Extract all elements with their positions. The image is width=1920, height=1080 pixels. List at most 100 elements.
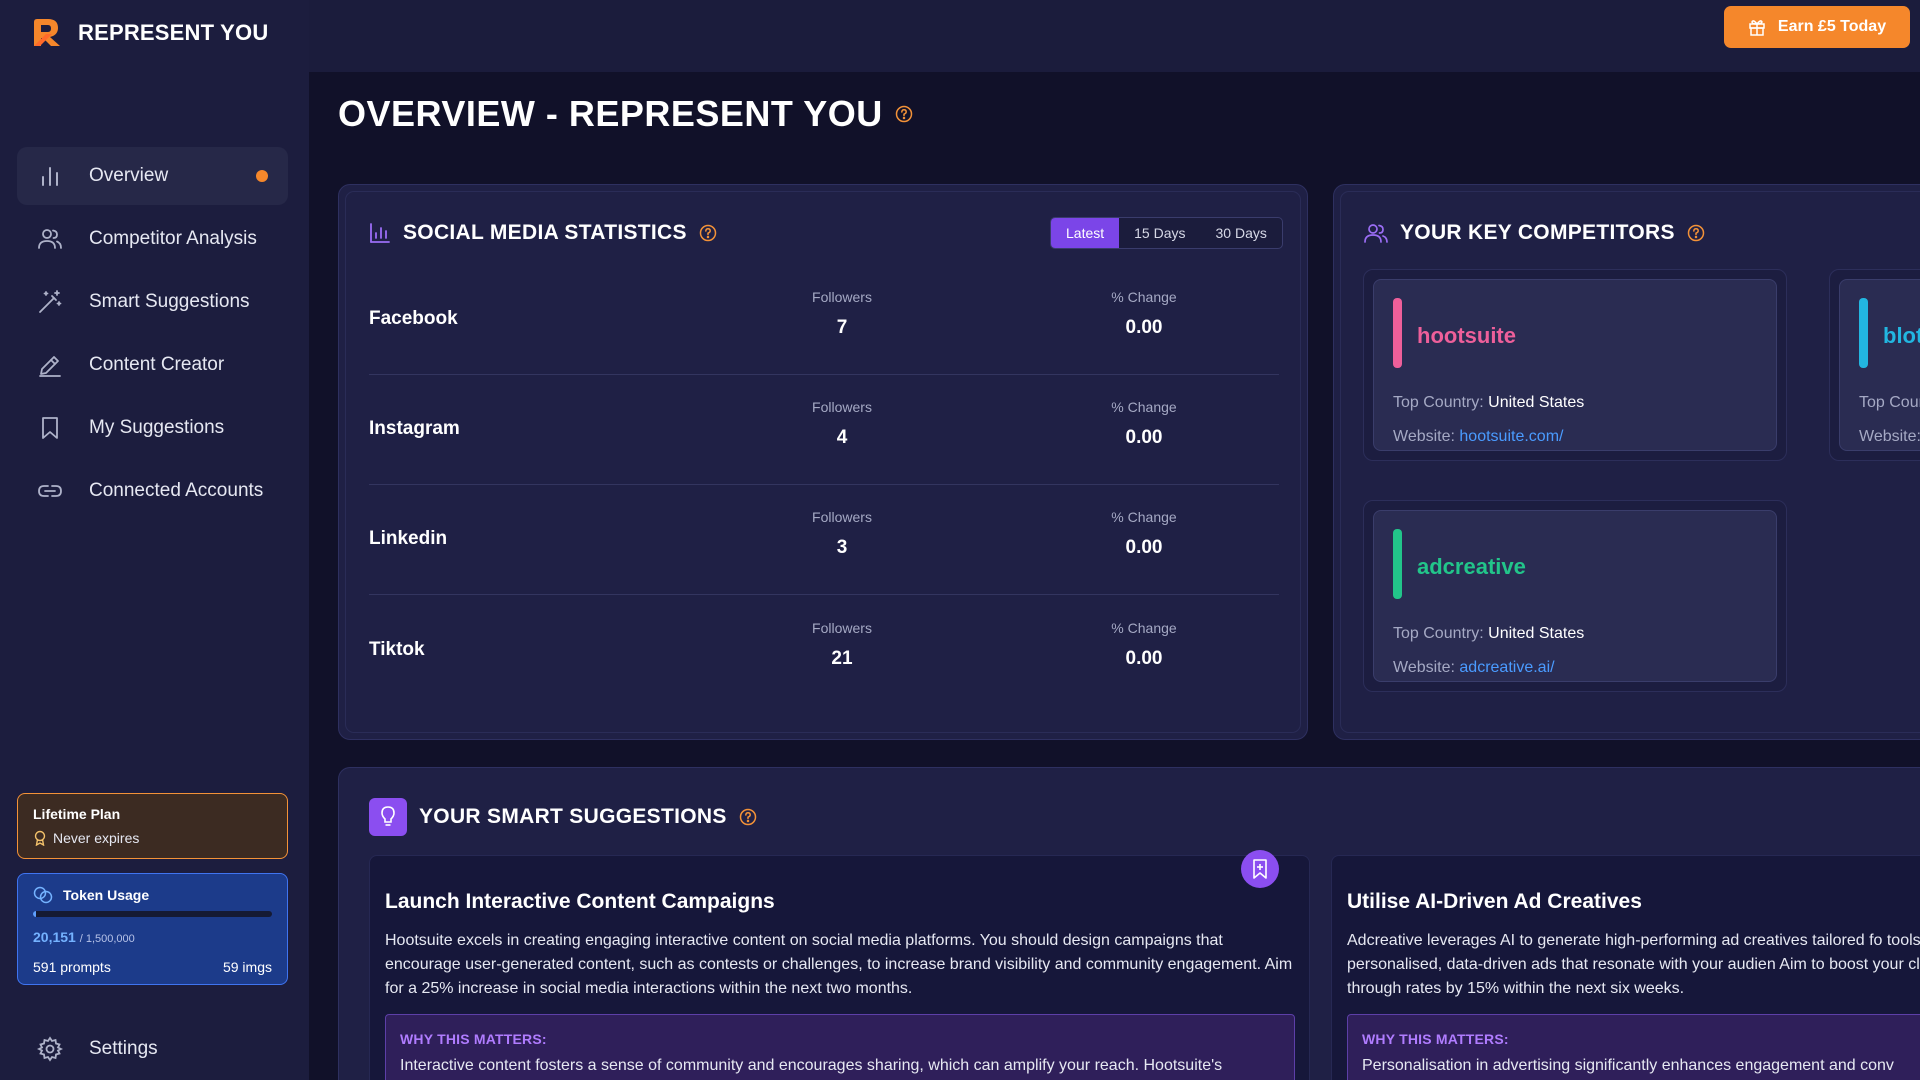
competitor-name: adcreative: [1417, 554, 1526, 579]
followers-label: Followers: [812, 399, 872, 415]
range-30-days-button[interactable]: 30 Days: [1215, 225, 1267, 241]
top-bar: Earn £5 Today: [309, 0, 1920, 72]
help-icon[interactable]: [1687, 224, 1705, 242]
plan-title: Lifetime Plan: [33, 806, 121, 822]
competitor-country: Top Country: United States: [1393, 394, 1584, 412]
suggestion-body: Hootsuite excels in creating engaging in…: [385, 932, 1293, 997]
competitor-card-adcreative[interactable]: adcreative Top Country: United States We…: [1363, 500, 1787, 692]
magic-wand-icon: [37, 289, 63, 315]
competitor-website-link[interactable]: hootsuite.com/: [1459, 428, 1564, 445]
sidebar-item-label: Content Creator: [89, 354, 225, 375]
website-label: Website:: [1393, 428, 1455, 445]
change-column: % Change 0.00: [1074, 620, 1214, 670]
competitor-card-body: blot Top Country: Website:: [1839, 279, 1920, 451]
plan-subtitle: Never expires: [53, 830, 140, 846]
help-icon[interactable]: [739, 808, 757, 826]
competitor-website: Website: hootsuite.com/: [1393, 428, 1563, 446]
change-label: % Change: [1111, 509, 1177, 525]
competitor-card-blot[interactable]: blot Top Country: Website:: [1829, 269, 1920, 461]
followers-column: Followers 3: [772, 509, 912, 559]
tokens-used: 20,151: [33, 929, 76, 945]
sidebar-item-settings[interactable]: Settings: [37, 1036, 158, 1062]
change-value: 0.00: [1125, 427, 1163, 448]
followers-value: 21: [831, 648, 853, 669]
sidebar-item-my-suggestions[interactable]: My Suggestions: [17, 399, 288, 457]
social-stats-title: SOCIAL MEDIA STATISTICS: [403, 221, 687, 244]
lifetime-plan-card[interactable]: Lifetime Plan Never expires: [17, 793, 288, 859]
platform-name: Linkedin: [369, 528, 448, 549]
token-usage-footer: 591 prompts 59 imgs: [33, 959, 272, 975]
images-count: 59 imgs: [222, 959, 272, 975]
sidebar-item-label: Overview: [89, 165, 169, 186]
help-icon[interactable]: [699, 224, 717, 242]
brand[interactable]: REPRESENT YOU: [30, 16, 268, 50]
suggestions-header: YOUR SMART SUGGESTIONS: [369, 798, 757, 836]
pen-icon: [37, 352, 63, 378]
why-text: Interactive content fosters a sense of c…: [400, 1057, 1223, 1074]
social-stats-header: SOCIAL MEDIA STATISTICS: [369, 221, 717, 245]
sidebar-item-overview[interactable]: Overview: [17, 147, 288, 205]
why-this-matters: WHY THIS MATTERS: Personalisation in adv…: [1347, 1014, 1920, 1080]
country-value: United States: [1488, 625, 1585, 642]
competitor-color-bar: [1393, 298, 1402, 368]
card-frame: [1340, 191, 1920, 733]
competitor-card-body: hootsuite Top Country: United States Web…: [1373, 279, 1777, 451]
earn-reward-button[interactable]: Earn £5 Today: [1724, 6, 1910, 48]
bar-chart-icon: [37, 163, 63, 189]
change-label: % Change: [1111, 289, 1177, 305]
active-indicator-dot: [256, 170, 268, 182]
suggestion-title: Launch Interactive Content Campaigns: [385, 890, 775, 913]
sidebar-nav: Overview Competitor Analysis Smart Sugge…: [17, 147, 288, 525]
plan-status: Never expires: [33, 830, 272, 846]
gift-icon: [1748, 18, 1766, 36]
competitors-header: YOUR KEY COMPETITORS: [1364, 221, 1705, 245]
card-frame: [345, 191, 1301, 733]
country-label: Top Country:: [1393, 394, 1484, 411]
brand-name: REPRESENT YOU: [78, 20, 269, 45]
sidebar-item-smart-suggestions[interactable]: Smart Suggestions: [17, 273, 288, 331]
range-15-days-button[interactable]: 15 Days: [1134, 225, 1186, 241]
competitor-country: Top Country:: [1859, 394, 1920, 412]
prompts-count: 591 prompts: [33, 959, 111, 975]
sidebar-item-competitor-analysis[interactable]: Competitor Analysis: [17, 210, 288, 268]
followers-column: Followers 7: [772, 289, 912, 339]
token-count: 20,151 / 1,500,000: [33, 929, 272, 945]
sidebar-item-connected-accounts[interactable]: Connected Accounts: [17, 462, 288, 520]
suggestion-card: Utilise AI-Driven Ad Creatives Adcreativ…: [1331, 855, 1920, 1080]
country-value: United States: [1488, 394, 1585, 411]
bar-chart-icon: [369, 222, 391, 244]
competitor-color-bar: [1859, 298, 1868, 368]
gear-icon: [37, 1036, 63, 1062]
why-label: WHY THIS MATTERS:: [400, 1031, 547, 1047]
sidebar-item-content-creator[interactable]: Content Creator: [17, 336, 288, 394]
competitor-country: Top Country: United States: [1393, 625, 1584, 643]
bookmark-add-icon[interactable]: [1241, 850, 1279, 888]
token-usage-card[interactable]: Token Usage 20,151 / 1,500,000 591 promp…: [17, 873, 288, 985]
social-media-statistics-card: SOCIAL MEDIA STATISTICS Latest 15 Days 3…: [338, 184, 1308, 740]
competitor-color-bar: [1393, 529, 1402, 599]
brand-logo-icon: [30, 16, 64, 50]
suggestion-card: Launch Interactive Content Campaigns Hoo…: [369, 850, 1310, 1080]
users-icon: [1364, 222, 1388, 244]
competitor-website: Website:: [1859, 428, 1920, 446]
followers-column: Followers 4: [772, 399, 912, 449]
coins-icon: [33, 886, 53, 904]
sidebar-item-label: Smart Suggestions: [89, 291, 250, 312]
sidebar-item-label: Connected Accounts: [89, 480, 264, 501]
range-latest-button[interactable]: Latest: [1051, 218, 1120, 248]
stat-row-linkedin: Linkedin Followers 3 % Change 0.00: [369, 485, 1279, 595]
competitor-card-hootsuite[interactable]: hootsuite Top Country: United States Web…: [1363, 269, 1787, 461]
stat-row-facebook: Facebook Followers 7 % Change 0.00: [369, 265, 1279, 375]
users-icon: [37, 226, 63, 252]
competitors-title: YOUR KEY COMPETITORS: [1400, 221, 1675, 244]
sidebar-item-label: Competitor Analysis: [89, 228, 257, 249]
help-icon[interactable]: [895, 105, 913, 123]
lightbulb-icon: [369, 798, 407, 836]
competitor-website-link[interactable]: adcreative.ai/: [1459, 659, 1555, 676]
competitor-name: blot: [1883, 323, 1920, 348]
suggestions-title: YOUR SMART SUGGESTIONS: [419, 805, 727, 828]
followers-column: Followers 21: [772, 620, 912, 670]
followers-label: Followers: [812, 620, 872, 636]
page-title-text: OVERVIEW - REPRESENT YOU: [338, 93, 883, 134]
followers-value: 7: [836, 317, 848, 338]
